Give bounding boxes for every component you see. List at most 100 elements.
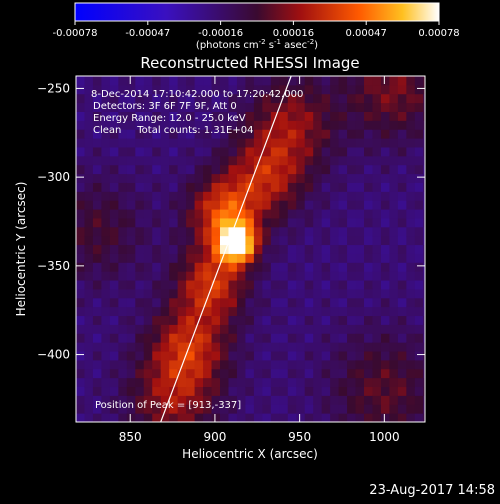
x-tick-label: 950 xyxy=(288,430,311,444)
heatmap-cell xyxy=(177,93,187,104)
heatmap-cell xyxy=(92,244,102,254)
heatmap-cell xyxy=(126,182,136,192)
heatmap-cell xyxy=(126,173,136,183)
heatmap-cell xyxy=(203,226,213,237)
heatmap-cell xyxy=(84,351,94,361)
heatmap-cell xyxy=(380,244,390,254)
heatmap-cell xyxy=(270,253,280,263)
heatmap-cell xyxy=(211,217,221,228)
heatmap-cell xyxy=(76,377,85,388)
heatmap-cell xyxy=(380,386,390,396)
heatmap-cell xyxy=(423,377,425,388)
heatmap-cell xyxy=(380,111,390,121)
heatmap-cell xyxy=(279,244,289,254)
heatmap-cell xyxy=(126,262,136,272)
heatmap-cell xyxy=(160,120,170,130)
heatmap-cell xyxy=(321,359,331,370)
heatmap-cell xyxy=(109,146,119,157)
heatmap-cell xyxy=(287,351,297,361)
heatmap-cell xyxy=(228,138,238,148)
heatmap-cell xyxy=(321,253,331,263)
heatmap-cell xyxy=(423,288,425,299)
heatmap-cell xyxy=(152,395,162,405)
heatmap-cell xyxy=(101,84,111,95)
heatmap-cell xyxy=(203,368,213,379)
heatmap-cell xyxy=(313,76,323,86)
heatmap-cell xyxy=(135,404,145,414)
heatmap-cell xyxy=(84,315,94,325)
heatmap-cell xyxy=(296,93,306,104)
heatmap-cell xyxy=(236,351,246,361)
heatmap-cell xyxy=(406,368,416,379)
heatmap-cell xyxy=(321,84,331,95)
heatmap-cell xyxy=(287,93,297,104)
heatmap-cell xyxy=(211,404,221,414)
heatmap-cell xyxy=(372,93,382,104)
heatmap-cell xyxy=(313,244,323,254)
heatmap-cell xyxy=(338,244,348,254)
heatmap-cell xyxy=(364,138,373,148)
heatmap-cell xyxy=(397,120,407,130)
heatmap-cell xyxy=(364,76,373,86)
heatmap-cell xyxy=(262,404,272,414)
heatmap-cell xyxy=(338,404,348,414)
heatmap-cell xyxy=(347,76,357,86)
heatmap-cell xyxy=(177,84,187,95)
heatmap-cell xyxy=(347,333,357,343)
annotation-clean-counts: Clean Total counts: 1.31E+04 xyxy=(93,125,253,136)
heatmap-cell xyxy=(126,359,136,370)
heatmap-cell xyxy=(330,271,340,281)
heatmap-cell xyxy=(304,395,314,405)
heatmap-cell xyxy=(279,102,289,112)
heatmap-cell xyxy=(389,209,399,219)
heatmap-cell xyxy=(321,324,331,334)
heatmap-cell xyxy=(203,288,213,299)
heatmap-cell xyxy=(169,84,179,95)
heatmap-cell xyxy=(92,226,102,237)
heatmap-cell xyxy=(279,351,289,361)
heatmap-cell xyxy=(211,182,221,192)
heatmap-cell xyxy=(126,271,136,281)
heatmap-cell xyxy=(84,413,94,422)
heatmap-cell xyxy=(101,129,111,139)
heatmap-cell xyxy=(92,217,102,228)
heatmap-cell xyxy=(203,155,213,166)
heatmap-cell xyxy=(118,359,128,370)
heatmap-cell xyxy=(211,226,221,237)
heatmap-cell xyxy=(262,351,272,361)
heatmap-cell xyxy=(262,359,272,370)
heatmap-cell xyxy=(423,155,425,166)
heatmap-cell xyxy=(364,342,373,352)
heatmap-cell xyxy=(270,333,280,343)
heatmap-cell xyxy=(330,306,340,317)
heatmap-cell xyxy=(406,155,416,166)
heatmap-cell xyxy=(211,280,221,290)
heatmap-cell xyxy=(338,182,348,192)
heatmap-cell xyxy=(279,129,289,139)
heatmap-cell xyxy=(228,209,238,219)
heatmap-cell xyxy=(406,129,416,139)
heatmap-cell xyxy=(270,377,280,388)
heatmap-cell xyxy=(414,342,424,352)
heatmap-cell xyxy=(423,111,425,121)
heatmap-cell xyxy=(169,395,179,405)
heatmap-cell xyxy=(160,164,170,175)
heatmap-cell xyxy=(211,191,221,201)
heatmap-cell xyxy=(304,182,314,192)
heatmap-cell xyxy=(177,324,187,334)
heatmap-cell xyxy=(169,191,179,201)
heatmap-cell xyxy=(186,359,196,370)
heatmap-cell xyxy=(372,102,382,112)
heatmap-cell xyxy=(228,377,238,388)
heatmap-cell xyxy=(313,395,323,405)
heatmap-cell xyxy=(220,386,229,396)
heatmap-cell xyxy=(135,93,145,104)
heatmap-cell xyxy=(126,93,136,104)
heatmap-cell xyxy=(194,359,204,370)
heatmap-cell xyxy=(364,173,373,183)
heatmap-cell xyxy=(330,76,340,86)
heatmap-cell xyxy=(296,84,306,95)
heatmap-cell xyxy=(152,359,162,370)
heatmap-cell xyxy=(372,138,382,148)
heatmap-cell xyxy=(279,191,289,201)
